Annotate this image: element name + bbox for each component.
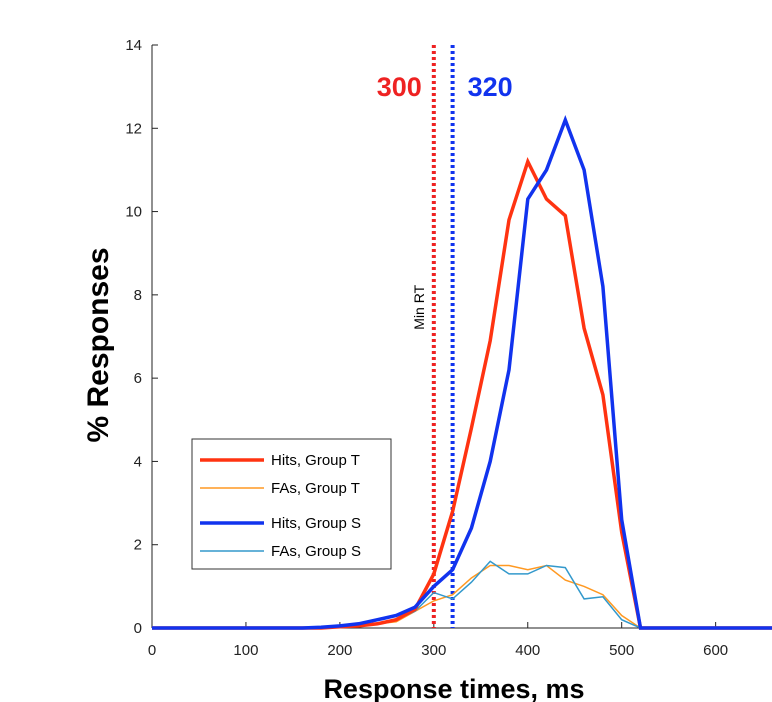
series-line-fas-group-t [152,564,772,629]
min-rt-annotation: Min RT [411,284,427,329]
x-tick-label: 400 [515,642,540,659]
min-rt-lines: 300 320 [377,45,513,628]
y-tick-label: 10 [125,204,142,221]
x-tick-label: 300 [421,642,446,659]
y-tick-label: 4 [134,453,142,470]
legend: Hits, Group T FAs, Group T Hits, Group S FA… [191,438,392,570]
y-tick-label: 0 [134,620,142,637]
x-tick-label: 0 [148,642,156,659]
min-rt-label-300: 300 [377,72,422,102]
x-tick-label: 100 [233,642,258,659]
y-tick-label: 2 [134,537,142,554]
y-axis-label: % Responses [82,247,115,442]
axes: 0 2 4 6 8 10 12 14 0 100 200 300 400 500 600 [125,37,772,659]
series-line-fas-group-s [152,560,772,629]
y-tick-label: 12 [125,120,142,137]
series-line-hits-group-s [152,115,772,630]
x-tick-label: 500 [609,642,634,659]
legend-label: FAs, Group T [271,480,360,497]
legend-label: Hits, Group T [271,452,360,469]
y-tick-label: 8 [134,287,142,304]
x-axis-label: Response times, ms [323,674,584,702]
x-tick-label: 200 [327,642,352,659]
legend-label: Hits, Group S [271,515,361,532]
min-rt-label-320: 320 [468,72,513,102]
series-lines [152,115,772,630]
x-tick-label: 600 [703,642,728,659]
y-tick-label: 14 [125,37,142,54]
legend-label: FAs, Group S [271,543,361,560]
y-tick-label: 6 [134,370,142,387]
